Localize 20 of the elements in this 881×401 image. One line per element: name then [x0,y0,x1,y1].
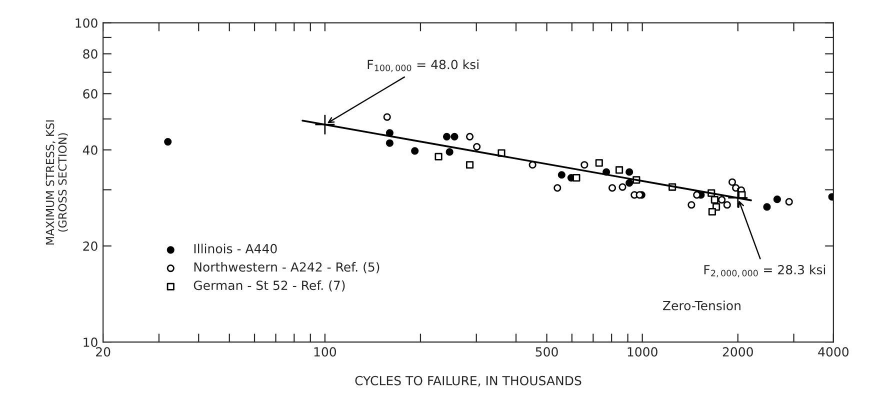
x-tick-label: 4000 [818,347,848,357]
y-tick-label: 10 [84,338,98,347]
x-tick-label: 2000 [722,347,753,357]
y-tick-label: 100 [76,18,98,28]
x-tick-label: 500 [536,347,558,357]
annotation: F$_{2,000,000}$ = 28.3 ksi [704,264,826,278]
y-axis-title: MAXIMUM STRESS, KSI (GROSS SECTION) [46,120,68,245]
legend-label: Illinois - A440 [194,244,277,254]
y-tick-label: 20 [83,241,98,251]
x-tick-label: 100 [314,347,336,357]
y-tick-label: 40 [82,145,98,155]
annotation: F$_{100,000}$ = 48.0 ksi [368,60,478,72]
legend-label: Northwestern - A242 - Ref. (5) [194,262,380,274]
x-axis-title: CYCLES TO FAILURE, IN THOUSANDS [355,376,582,387]
legend-label: German - St 52 - Ref. (7) [194,280,345,292]
y-tick-label: 80 [83,49,98,59]
x-tick-label: 20 [96,347,110,357]
x-tick-label: 1000 [628,347,658,357]
y-tick-label: 60 [83,89,98,99]
annotation: Zero-Tension [663,300,740,310]
